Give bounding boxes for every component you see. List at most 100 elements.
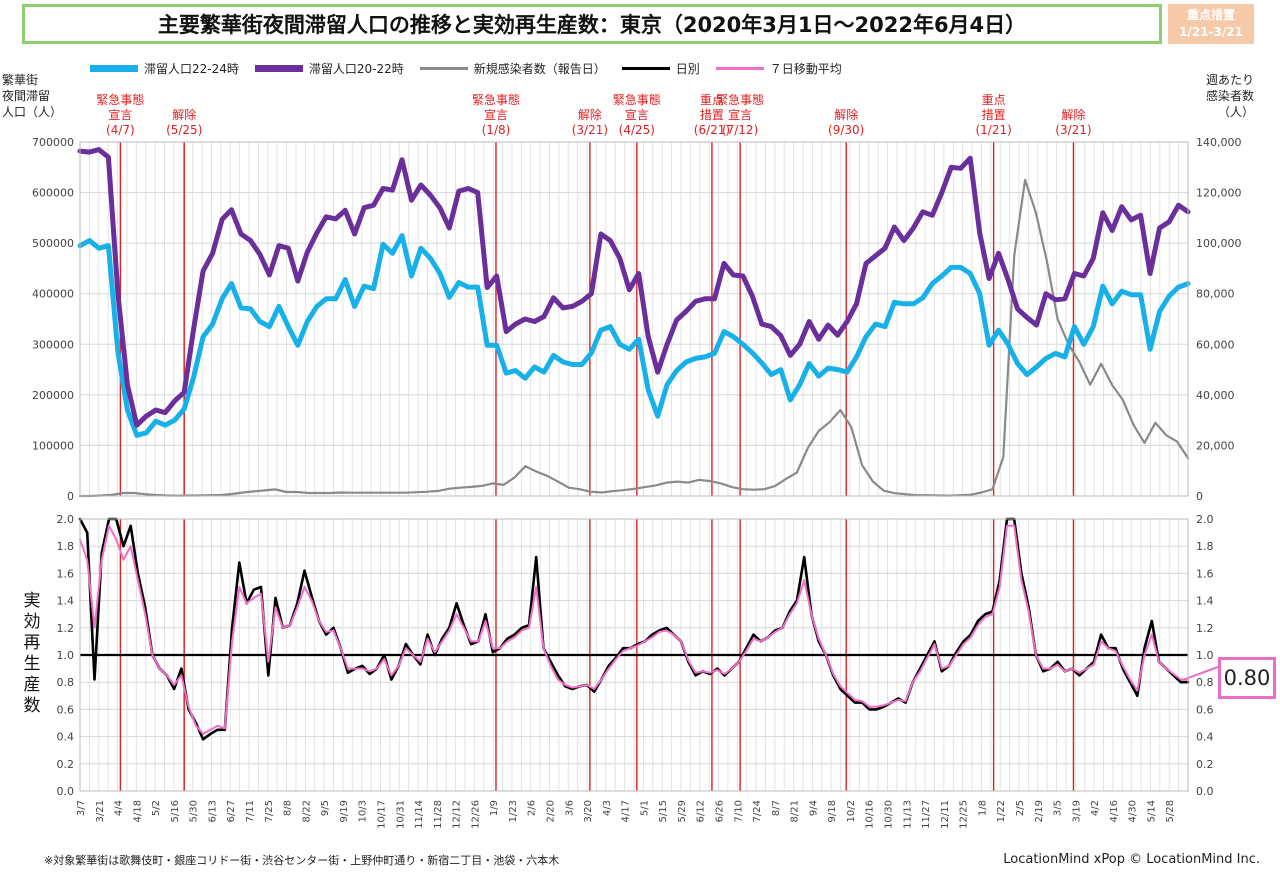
x-tick-label: 9/4	[808, 800, 819, 816]
x-tick-label: 6/13	[207, 800, 218, 822]
x-tick-label: 10/30	[884, 800, 895, 829]
rt-left-tick-label: 0.6	[57, 703, 75, 716]
right-axis-title-1: 週あたり	[1206, 73, 1255, 87]
x-tick-label: 11/14	[414, 800, 425, 829]
x-tick-label: 5/16	[170, 800, 181, 822]
x-tick-label: 2/5	[1015, 800, 1026, 816]
y-right-tick-label: 40,000	[1196, 389, 1235, 402]
rt-right-tick-label: 1.2	[1196, 622, 1214, 635]
x-tick-label: 2/20	[545, 800, 556, 822]
legend-label-22-24: 滞留人口22-24時	[144, 62, 239, 76]
x-tick-label: 5/29	[677, 800, 688, 822]
x-tick-label: 4/16	[1109, 800, 1120, 822]
event-label: 緊急事態	[613, 92, 661, 107]
legend-item-20-22: 滞留人口20-22時	[254, 60, 404, 77]
legend-label-daily: 日別	[675, 62, 700, 76]
x-tick-label: 10/31	[395, 800, 406, 829]
left-axis-title-2: 夜間滞留	[2, 89, 51, 103]
y-left-tick-label: 700000	[32, 136, 74, 149]
lower-axis-title-char: 効	[24, 612, 41, 632]
legend-item-daily: 日別	[621, 60, 700, 77]
event-label: (1/8)	[482, 123, 511, 137]
rt-right-tick-label: 0.0	[1196, 785, 1214, 798]
event-label: 緊急事態	[716, 92, 764, 107]
x-tick-label: 6/26	[715, 800, 726, 822]
x-tick-label: 6/12	[696, 800, 707, 822]
x-tick-label: 4/2	[1090, 800, 1101, 816]
lower-axis-title-char: 生	[24, 654, 41, 674]
x-tick-label: 4/4	[114, 800, 125, 816]
y-right-tick-label: 20,000	[1196, 439, 1235, 452]
rt-current-value: 0.80	[1223, 666, 1271, 690]
rt-right-tick-label: 2.0	[1196, 513, 1214, 526]
event-label: (4/25)	[619, 123, 655, 137]
x-tick-label: 9/19	[339, 800, 350, 822]
event-label: 宣言	[625, 107, 649, 122]
event-label: (4/7)	[106, 123, 135, 137]
legend-label-ma7: ７日移動平均	[769, 62, 842, 76]
x-tick-label: 10/16	[865, 800, 876, 829]
rt-left-tick-label: 1.8	[57, 540, 75, 553]
left-axis-title: 繁華街 夜間滞留 人口（人）	[2, 72, 62, 120]
measure-badge-line1: 重点措置	[1186, 8, 1235, 22]
credit: LocationMind xPop © LocationMind Inc.	[1003, 852, 1260, 867]
legend: 滞留人口22-24時 滞留人口20-22時 新規感染者数（報告日） 日別 ７日移…	[90, 60, 858, 77]
y-right-tick-label: 100,000	[1196, 237, 1242, 250]
rt-left-tick-label: 1.4	[57, 595, 75, 608]
right-axis-title-2: 感染者数	[1206, 89, 1255, 103]
series-rt-ma7	[79, 524, 1189, 735]
y-left-tick-label: 200000	[32, 389, 74, 402]
y-right-tick-label: 120,000	[1196, 187, 1242, 200]
y-left-tick-label: 100000	[32, 439, 74, 452]
right-axis-title: 週あたり 感染者数 （人）	[1206, 72, 1254, 120]
x-tick-label: 5/30	[189, 800, 200, 822]
x-tick-label: 8/7	[771, 800, 782, 816]
lower-axis-title: 実効再生産数	[24, 591, 41, 716]
y-right-tick-label: 60,000	[1196, 338, 1235, 351]
x-tick-label: 7/25	[264, 800, 275, 822]
x-tick-label: 11/13	[902, 800, 913, 829]
x-tick-label: 4/30	[1128, 800, 1139, 822]
footnote: ※対象繁華街は歌舞伎町・銀座コリドー街・渋谷センター街・上野仲町通り・新宿二丁目…	[44, 854, 560, 867]
rt-left-tick-label: 0.2	[57, 758, 75, 771]
chart-title: 主要繁華街夜間滞留人口の推移と実効再生産数：東京（2020年3月1日～2022年…	[157, 13, 1027, 37]
y-left-tick-label: 600000	[32, 187, 74, 200]
rt-left-tick-label: 0.0	[57, 785, 75, 798]
x-tick-label: 7/10	[733, 800, 744, 822]
event-label: 宣言	[108, 107, 132, 122]
event-label: 解除	[834, 107, 858, 122]
legend-swatch-22-24	[90, 65, 138, 72]
rt-left-tick-label: 2.0	[57, 513, 75, 526]
rt-right-tick-label: 1.6	[1196, 567, 1214, 580]
rt-left-tick-label: 0.8	[57, 676, 75, 689]
rt-right-tick-label: 1.0	[1196, 649, 1214, 662]
rt-right-tick-label: 0.6	[1196, 703, 1214, 716]
upper-plot-frame	[79, 141, 1189, 497]
y-right-tick-label: 140,000	[1196, 136, 1242, 149]
y-left-tick-label: 0	[67, 490, 74, 503]
event-label: (3/21)	[572, 123, 608, 137]
event-label: (9/30)	[828, 123, 864, 137]
x-tick-label: 3/7	[76, 800, 87, 816]
rt-left-tick-label: 1.0	[57, 649, 75, 662]
x-tick-label: 12/11	[940, 800, 951, 829]
event-label: 措置	[700, 108, 724, 122]
event-label: 宣言	[484, 107, 508, 122]
x-tick-label: 2/19	[1034, 800, 1045, 822]
x-tick-label: 10/2	[846, 800, 857, 822]
legend-item-22-24: 滞留人口22-24時	[90, 60, 239, 77]
x-tick-label: 4/18	[132, 800, 143, 822]
axis-layer: 0 0 100000 20,000 200000 40,000 300000 60,000 40…	[32, 136, 1242, 829]
event-label: 重点	[982, 93, 1006, 107]
x-tick-label: 6/27	[226, 800, 237, 822]
rt-right-tick-label: 1.8	[1196, 540, 1214, 553]
lower-axis-title-char: 産	[24, 675, 41, 695]
x-tick-label: 11/28	[433, 800, 444, 829]
legend-swatch-20-22	[254, 65, 303, 72]
event-label: (6/21)	[694, 123, 730, 137]
x-tick-label: 3/20	[583, 800, 594, 822]
legend-label-cases: 新規感染者数（報告日）	[473, 62, 606, 76]
x-tick-label: 9/5	[320, 800, 331, 816]
x-tick-label: 9/18	[827, 800, 838, 822]
